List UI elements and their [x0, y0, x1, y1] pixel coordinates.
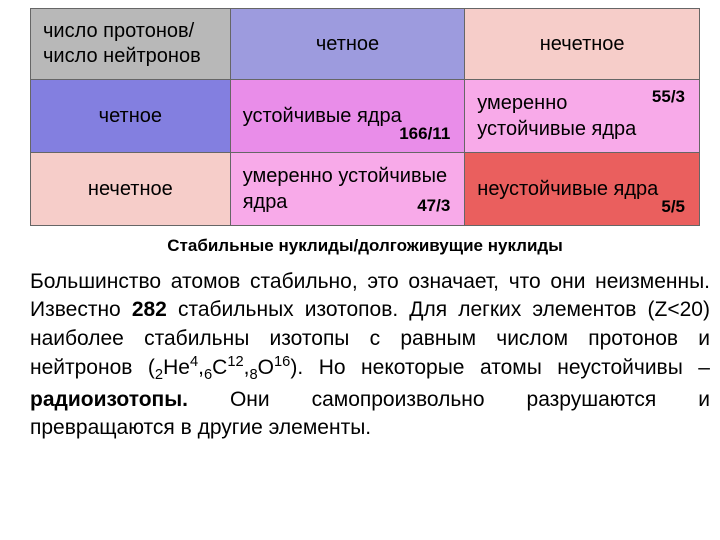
- ratio-odd-even: 47/3: [417, 195, 450, 217]
- body-paragraph: Большинство атомов стабильно, это означа…: [30, 268, 710, 443]
- cell-even-even: устойчивые ядра 166/11: [230, 80, 465, 153]
- cell-text: устойчивые ядра: [243, 105, 402, 127]
- iso1-sub: 2: [155, 367, 163, 383]
- iso3-sub: 8: [250, 367, 258, 383]
- iso1-sup: 4: [190, 354, 198, 370]
- cell-text-line2: устойчивые ядра: [477, 118, 636, 140]
- iso2-sub: 6: [204, 367, 212, 383]
- row-header-odd: нечетное: [31, 153, 231, 226]
- table-caption: Стабильные нуклиды/долгоживущие нуклиды: [30, 236, 700, 256]
- col-header-odd: нечетное: [465, 9, 700, 80]
- nuclide-stability-table: число протонов/ число нейтронов четное н…: [30, 8, 700, 226]
- p-t3: ). Но некоторые атомы неустойчивы –: [290, 356, 710, 379]
- ratio-odd-odd: 5/5: [661, 196, 685, 217]
- cell-odd-even: умеренно устойчивые ядра 47/3: [230, 153, 465, 226]
- col-header-even: четное: [230, 9, 465, 80]
- cell-even-odd: умеренно устойчивые ядра 55/3: [465, 80, 700, 153]
- p-n1: 282: [132, 298, 167, 321]
- corner-line2: число нейтронов: [43, 45, 201, 67]
- ratio-even-even: 166/11: [399, 123, 450, 144]
- row-header-even: четное: [31, 80, 231, 153]
- iso3-sym: O: [258, 356, 274, 379]
- iso2-sup: 12: [227, 354, 243, 370]
- cell-odd-odd: неустойчивые ядра 5/5: [465, 153, 700, 226]
- iso1-sym: He: [163, 356, 190, 379]
- cell-text-line1: умеренно: [477, 92, 567, 114]
- iso3-sup: 16: [274, 354, 290, 370]
- ratio-even-odd: 55/3: [652, 86, 685, 108]
- iso2-sym: C: [212, 356, 227, 379]
- corner-header: число протонов/ число нейтронов: [31, 9, 231, 80]
- corner-line1: число протонов/: [43, 20, 194, 42]
- p-bold: радиоизотопы.: [30, 388, 188, 411]
- cell-text: неустойчивые ядра: [477, 178, 658, 200]
